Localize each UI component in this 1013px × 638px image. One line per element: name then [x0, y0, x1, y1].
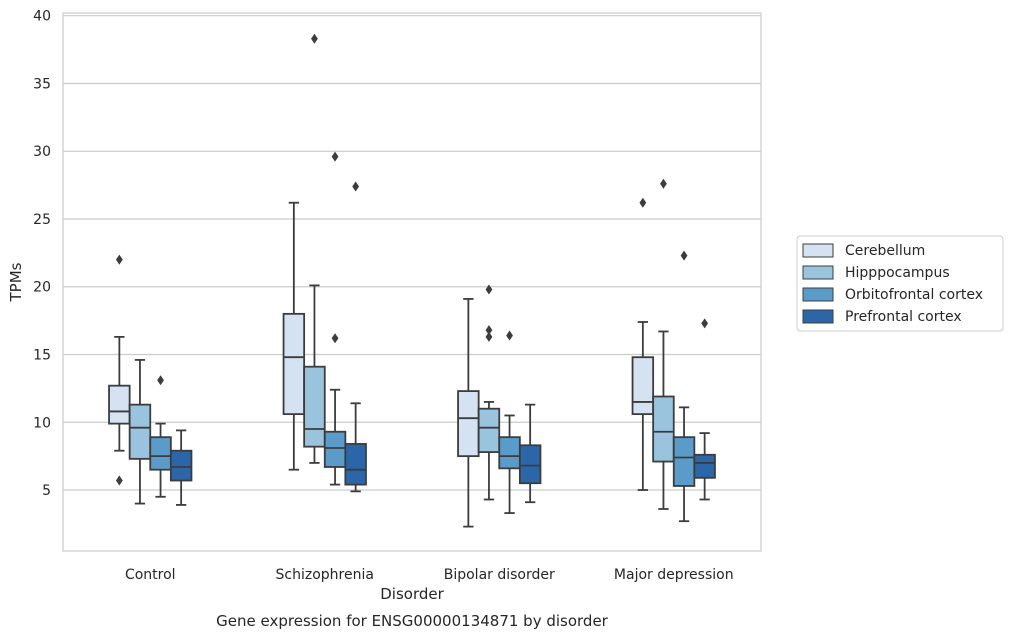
box-iqr	[128, 403, 152, 460]
x-tick-labels: Control Schizophrenia Bipolar disorder Majo…	[125, 567, 734, 583]
outlier-point	[157, 375, 164, 386]
y-tick-label: 25	[33, 212, 51, 228]
box-iqr	[457, 390, 480, 458]
x-tick-label: Schizophrenia	[276, 567, 374, 583]
box-plot	[323, 151, 347, 486]
outlier-point	[115, 254, 123, 265]
legend-items: Cerebellum Hipppocampus Orbitofrontal cort…	[802, 243, 983, 325]
outlier-point	[639, 197, 647, 208]
box-iqr	[672, 436, 696, 487]
outlier-point	[485, 284, 493, 295]
outlier-point	[680, 250, 688, 261]
box-plot	[169, 429, 193, 506]
box-iqr	[498, 436, 521, 470]
box-plot	[477, 284, 501, 501]
box-plot	[128, 359, 152, 505]
y-tick-label: 20	[33, 280, 51, 296]
box-plot	[303, 33, 326, 464]
box-iqr	[282, 312, 306, 416]
outlier-point	[331, 151, 339, 162]
x-axis-label: Disorder	[380, 585, 444, 603]
box-plot	[672, 250, 696, 523]
box-iqr	[344, 443, 367, 486]
box-plot	[282, 201, 306, 471]
box-plot	[149, 375, 172, 498]
box-iqr	[303, 365, 326, 448]
box-iqr	[108, 384, 131, 425]
box-plot	[457, 298, 480, 528]
box-plot	[498, 330, 521, 514]
legend-swatch	[802, 287, 834, 302]
y-tick-label: 30	[33, 144, 51, 160]
box-iqr	[631, 356, 655, 416]
y-tick-labels: 5 10 15 20 25 30 35 40	[33, 9, 51, 499]
box-iqr	[323, 430, 347, 468]
box-iqr	[169, 449, 193, 482]
box-iqr	[518, 444, 542, 485]
outlier-point	[311, 33, 318, 44]
legend-label: Cerebellum	[845, 243, 925, 259]
outlier-point	[331, 333, 339, 344]
x-tick-label: Major depression	[614, 567, 734, 583]
outlier-point	[115, 475, 123, 486]
y-axis-label: TPMs	[7, 262, 25, 302]
y-tick-label: 40	[33, 9, 51, 25]
x-tick-label: Control	[125, 567, 176, 583]
outlier-point	[701, 318, 709, 329]
y-tick-label: 35	[33, 76, 51, 92]
box-plot	[518, 403, 542, 504]
legend-label: Hipppocampus	[845, 265, 950, 281]
box-plot	[108, 254, 131, 486]
legend-swatch	[802, 309, 834, 324]
box-plot	[631, 197, 655, 491]
outlier-point	[660, 178, 667, 189]
boxes-layer	[108, 33, 716, 528]
legend-label: Orbitofrontal cortex	[845, 287, 983, 303]
y-tick-label: 15	[33, 348, 51, 364]
y-tick-label: 5	[42, 483, 51, 499]
box-plot	[652, 178, 675, 510]
legend-swatch	[802, 265, 834, 280]
box-iqr	[652, 395, 675, 463]
box-plot	[693, 318, 716, 501]
legend-frame	[796, 235, 1004, 332]
outlier-point	[352, 181, 360, 192]
box-iqr	[693, 453, 716, 479]
box-iqr	[477, 407, 501, 453]
grid-layer	[63, 15, 761, 491]
y-tick-label: 10	[33, 415, 51, 431]
outlier-point	[485, 325, 493, 336]
box-iqr	[149, 436, 172, 471]
legend-swatch	[802, 243, 834, 258]
chart-caption: Gene expression for ENSG00000134871 by d…	[216, 612, 609, 630]
box-plot	[344, 181, 367, 493]
plot-frame	[62, 12, 762, 552]
outlier-point	[506, 330, 513, 341]
legend: Cerebellum Hipppocampus Orbitofrontal cort…	[796, 235, 1004, 332]
x-tick-label: Bipolar disorder	[444, 567, 555, 583]
outlier-point	[485, 331, 493, 342]
legend-label: Prefrontal cortex	[845, 309, 962, 325]
